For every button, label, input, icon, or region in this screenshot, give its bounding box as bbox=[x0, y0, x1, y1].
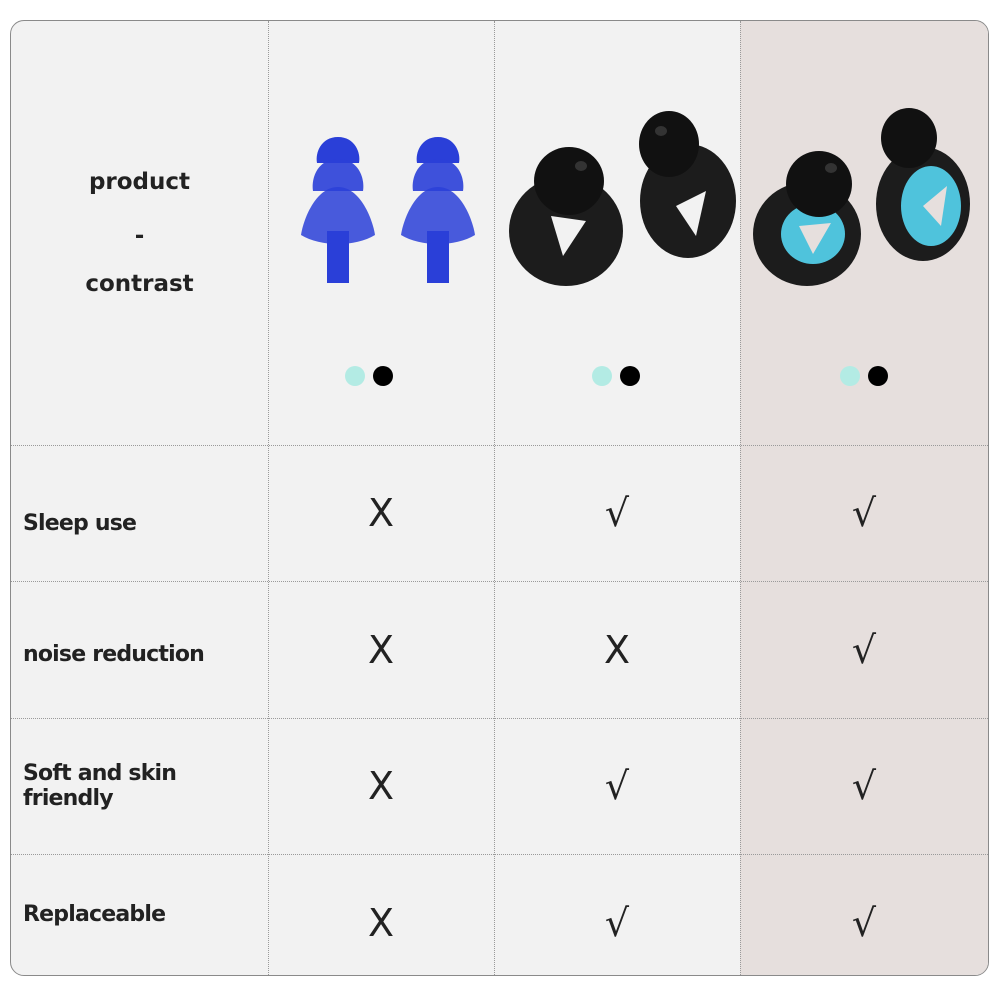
divider bbox=[268, 21, 269, 975]
divider bbox=[11, 581, 988, 582]
swatch-mint[interactable] bbox=[840, 366, 860, 386]
divider bbox=[11, 854, 988, 855]
cell-mark: √ bbox=[851, 491, 877, 535]
row-label-replaceable: Replaceable bbox=[23, 902, 166, 927]
swatch-black[interactable] bbox=[373, 366, 393, 386]
cell-mark: √ bbox=[604, 901, 630, 945]
swatch-mint[interactable] bbox=[592, 366, 612, 386]
divider bbox=[494, 21, 495, 975]
cell-mark: √ bbox=[851, 764, 877, 808]
blue-earplugs-image bbox=[301, 137, 475, 283]
comparison-table: product - contrast bbox=[10, 20, 989, 976]
black-earplugs-image bbox=[509, 111, 736, 286]
color-swatches bbox=[592, 366, 640, 386]
header-line-1: product bbox=[88, 169, 191, 195]
color-swatches bbox=[345, 366, 393, 386]
cell-mark: √ bbox=[604, 764, 630, 808]
color-swatches bbox=[840, 366, 888, 386]
divider bbox=[11, 718, 988, 719]
header-line-2: - bbox=[134, 223, 145, 249]
swatch-mint[interactable] bbox=[345, 366, 365, 386]
cell-mark: √ bbox=[604, 491, 630, 535]
divider bbox=[740, 21, 741, 975]
cell-mark: √ bbox=[851, 627, 877, 672]
cell-mark: X bbox=[367, 764, 395, 808]
divider bbox=[11, 445, 988, 446]
swatch-black[interactable] bbox=[620, 366, 640, 386]
header-label: product - contrast bbox=[11, 21, 268, 445]
cell-mark: X bbox=[367, 627, 395, 672]
row-label-soft-skin-friendly: Soft and skin friendly bbox=[23, 761, 177, 811]
black-cyan-earplugs-image bbox=[753, 108, 970, 286]
cell-mark: √ bbox=[851, 901, 877, 945]
header-line-3: contrast bbox=[85, 271, 194, 297]
swatch-black[interactable] bbox=[868, 366, 888, 386]
cell-mark: X bbox=[367, 901, 395, 945]
row-label-noise-reduction: noise reduction bbox=[23, 642, 205, 667]
row-label-sleep-use: Sleep use bbox=[23, 510, 137, 536]
cell-mark: X bbox=[367, 491, 395, 535]
cell-mark: X bbox=[603, 627, 631, 672]
